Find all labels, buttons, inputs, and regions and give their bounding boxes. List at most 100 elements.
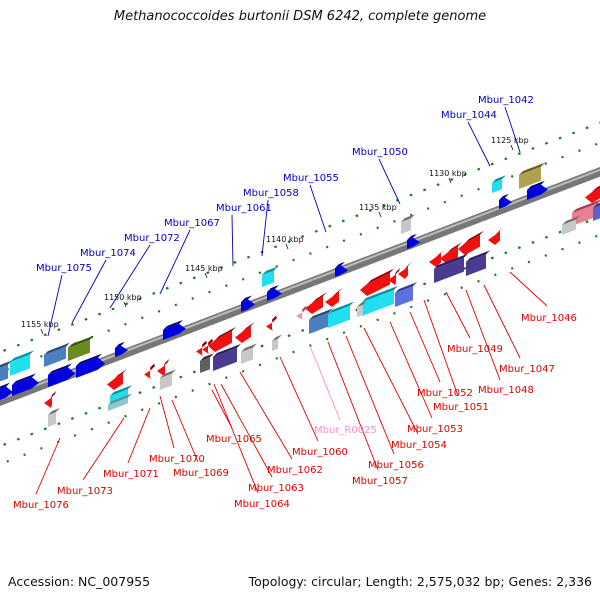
- gene-face: [305, 296, 323, 314]
- gene-top: [562, 215, 580, 225]
- gene-top: [164, 358, 169, 366]
- leader-line: [71, 259, 107, 324]
- gene-top: [527, 180, 545, 190]
- gene-top: [272, 315, 277, 322]
- gene-top: [395, 267, 400, 275]
- gene-face: [44, 346, 66, 367]
- gene-face: [10, 354, 30, 376]
- gene-arrow-reverse: [202, 338, 213, 354]
- gene-face: [241, 299, 255, 312]
- gene-box: [44, 342, 70, 367]
- gene-top: [395, 282, 417, 293]
- scale-tick-label: 1125 kbp: [491, 136, 529, 145]
- gene-top: [362, 285, 398, 302]
- page-title: Methanococcoides burtonii DSM 6242, comp…: [113, 9, 487, 24]
- leader-line: [465, 289, 501, 381]
- gene-face: [388, 271, 396, 285]
- gene-face: [395, 286, 413, 307]
- gene-top: [241, 295, 252, 302]
- gene-face: [357, 304, 363, 317]
- gene-arrow-reverse: [305, 292, 327, 314]
- gene-top: [242, 321, 255, 332]
- gene-label-mbur-1047: Mbur_1047: [499, 364, 555, 375]
- gene-label-mbur-1061: Mbur_1061: [216, 203, 272, 214]
- leader-line: [211, 389, 233, 429]
- gene-face: [266, 319, 273, 331]
- scale-tick: [123, 301, 127, 308]
- gene-label-mbur-1060: Mbur_1060: [292, 447, 348, 458]
- gene-top: [312, 292, 327, 303]
- gene-face: [309, 312, 329, 334]
- leader-line: [82, 417, 125, 481]
- gene-label-mbur-1052: Mbur_1052: [417, 388, 473, 399]
- gene-arrow-forward: [76, 353, 105, 378]
- leader-line: [509, 271, 548, 307]
- leader-line: [467, 121, 491, 167]
- gene-top: [593, 202, 600, 208]
- gene-arrow-forward: [48, 363, 75, 387]
- gene-box: [519, 162, 545, 189]
- gene-box: [562, 215, 580, 235]
- gene-top: [208, 338, 213, 345]
- gene-top: [465, 230, 484, 243]
- gene-top: [68, 335, 94, 348]
- gene-top: [328, 301, 354, 314]
- gene-face: [272, 338, 278, 351]
- leader-line: [109, 244, 151, 309]
- gene-box: [48, 407, 60, 427]
- gene-face: [492, 179, 502, 193]
- gene-top: [76, 353, 102, 366]
- dotted-tracks: [0, 121, 600, 466]
- gene-face: [160, 373, 172, 390]
- gene-top: [436, 248, 445, 257]
- scale-tick: [378, 211, 382, 218]
- gene-arrow-forward: [0, 382, 13, 400]
- gene-box: [395, 282, 417, 307]
- scale-tick: [204, 272, 208, 279]
- leader-line: [279, 356, 319, 442]
- gene-face: [325, 291, 339, 307]
- leader-line: [327, 341, 379, 471]
- gene-top: [405, 261, 412, 269]
- scale-tick: [510, 144, 514, 151]
- gene-box: [572, 199, 600, 226]
- gene-features: [0, 162, 600, 427]
- gene-arrow-reverse: [296, 305, 307, 320]
- gene-arrow-forward: [241, 295, 255, 312]
- gene-face: [12, 377, 39, 396]
- gene-box: [160, 369, 176, 390]
- gene-top: [202, 340, 207, 347]
- gene-arrow-forward: [115, 341, 128, 357]
- leader-line: [171, 399, 199, 463]
- leader-line: [127, 407, 151, 464]
- scale-ticks: 1125 kbp 1130 kbp 1135 kbp 1140 kbp 1145 kbp…: [21, 136, 529, 335]
- gene-box: [68, 335, 94, 361]
- gene-top: [200, 353, 214, 361]
- gene-label-mbur-1075: Mbur_1075: [36, 263, 92, 274]
- gene-face: [208, 330, 232, 352]
- gene-face: [48, 367, 75, 387]
- gene-box: [262, 266, 278, 287]
- gene-top: [48, 407, 60, 415]
- gene-box: [401, 214, 415, 234]
- gene-top: [592, 185, 600, 192]
- gene-label-mbur-1067: Mbur_1067: [164, 218, 220, 229]
- gene-face: [0, 364, 8, 382]
- track-dots: [0, 121, 600, 354]
- gene-arrow-forward: [499, 193, 512, 209]
- gene-top: [0, 382, 10, 389]
- gene-box: [10, 350, 34, 376]
- gene-top: [0, 360, 12, 368]
- gene-face: [196, 344, 203, 356]
- gene-top: [267, 284, 279, 292]
- gene-top: [434, 253, 468, 269]
- gene-face: [362, 289, 394, 316]
- gene-top: [12, 373, 36, 385]
- gene-face: [572, 203, 598, 226]
- gene-label-mbur-1053: Mbur_1053: [407, 424, 463, 435]
- gene-top: [499, 193, 509, 200]
- gene-face: [458, 234, 480, 255]
- gene-top: [213, 343, 241, 357]
- gene-box: [593, 202, 600, 221]
- gene-face: [108, 397, 128, 411]
